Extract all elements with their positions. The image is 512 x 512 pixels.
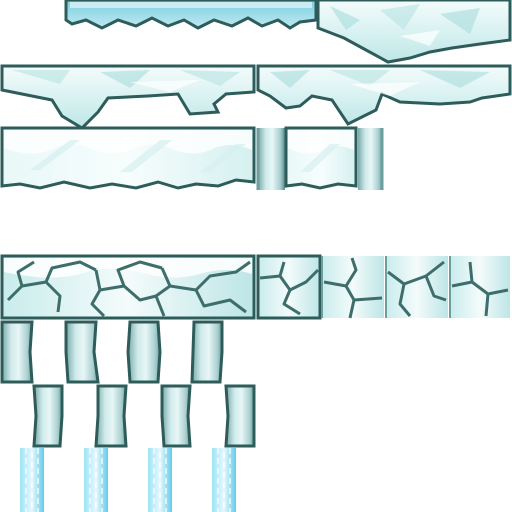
ice-block-small	[284, 126, 358, 190]
ice-pillar-segment	[190, 320, 224, 384]
waterfall-column	[20, 448, 44, 512]
ice-ledge-top-strip	[64, 0, 318, 30]
ice-pillar-segment	[0, 320, 34, 384]
ice-pillar-segment	[224, 384, 256, 448]
cracked-ice-tile	[321, 256, 384, 319]
waterfall-column	[212, 448, 236, 512]
ice-platform-right	[256, 64, 512, 126]
cracked-ice-tile	[449, 256, 510, 318]
waterfall-column	[84, 448, 108, 512]
waterfall-column	[148, 448, 172, 512]
ice-pillar-segment	[64, 320, 100, 384]
cracked-ice-wall-wide	[0, 254, 256, 320]
ice-pillar-segment	[32, 384, 64, 448]
ice-pillar-segment	[94, 384, 128, 448]
ice-pillar-segment	[126, 320, 162, 384]
ice-column-right	[358, 128, 384, 190]
ice-block-wide	[0, 126, 256, 190]
cracked-ice-tile	[385, 256, 448, 318]
cracked-ice-tile	[256, 254, 322, 320]
ice-column-left	[256, 128, 285, 190]
ice-platform-left	[0, 64, 256, 130]
ice-floating-chunk	[316, 0, 512, 64]
ice-pillar-segment	[160, 384, 192, 448]
